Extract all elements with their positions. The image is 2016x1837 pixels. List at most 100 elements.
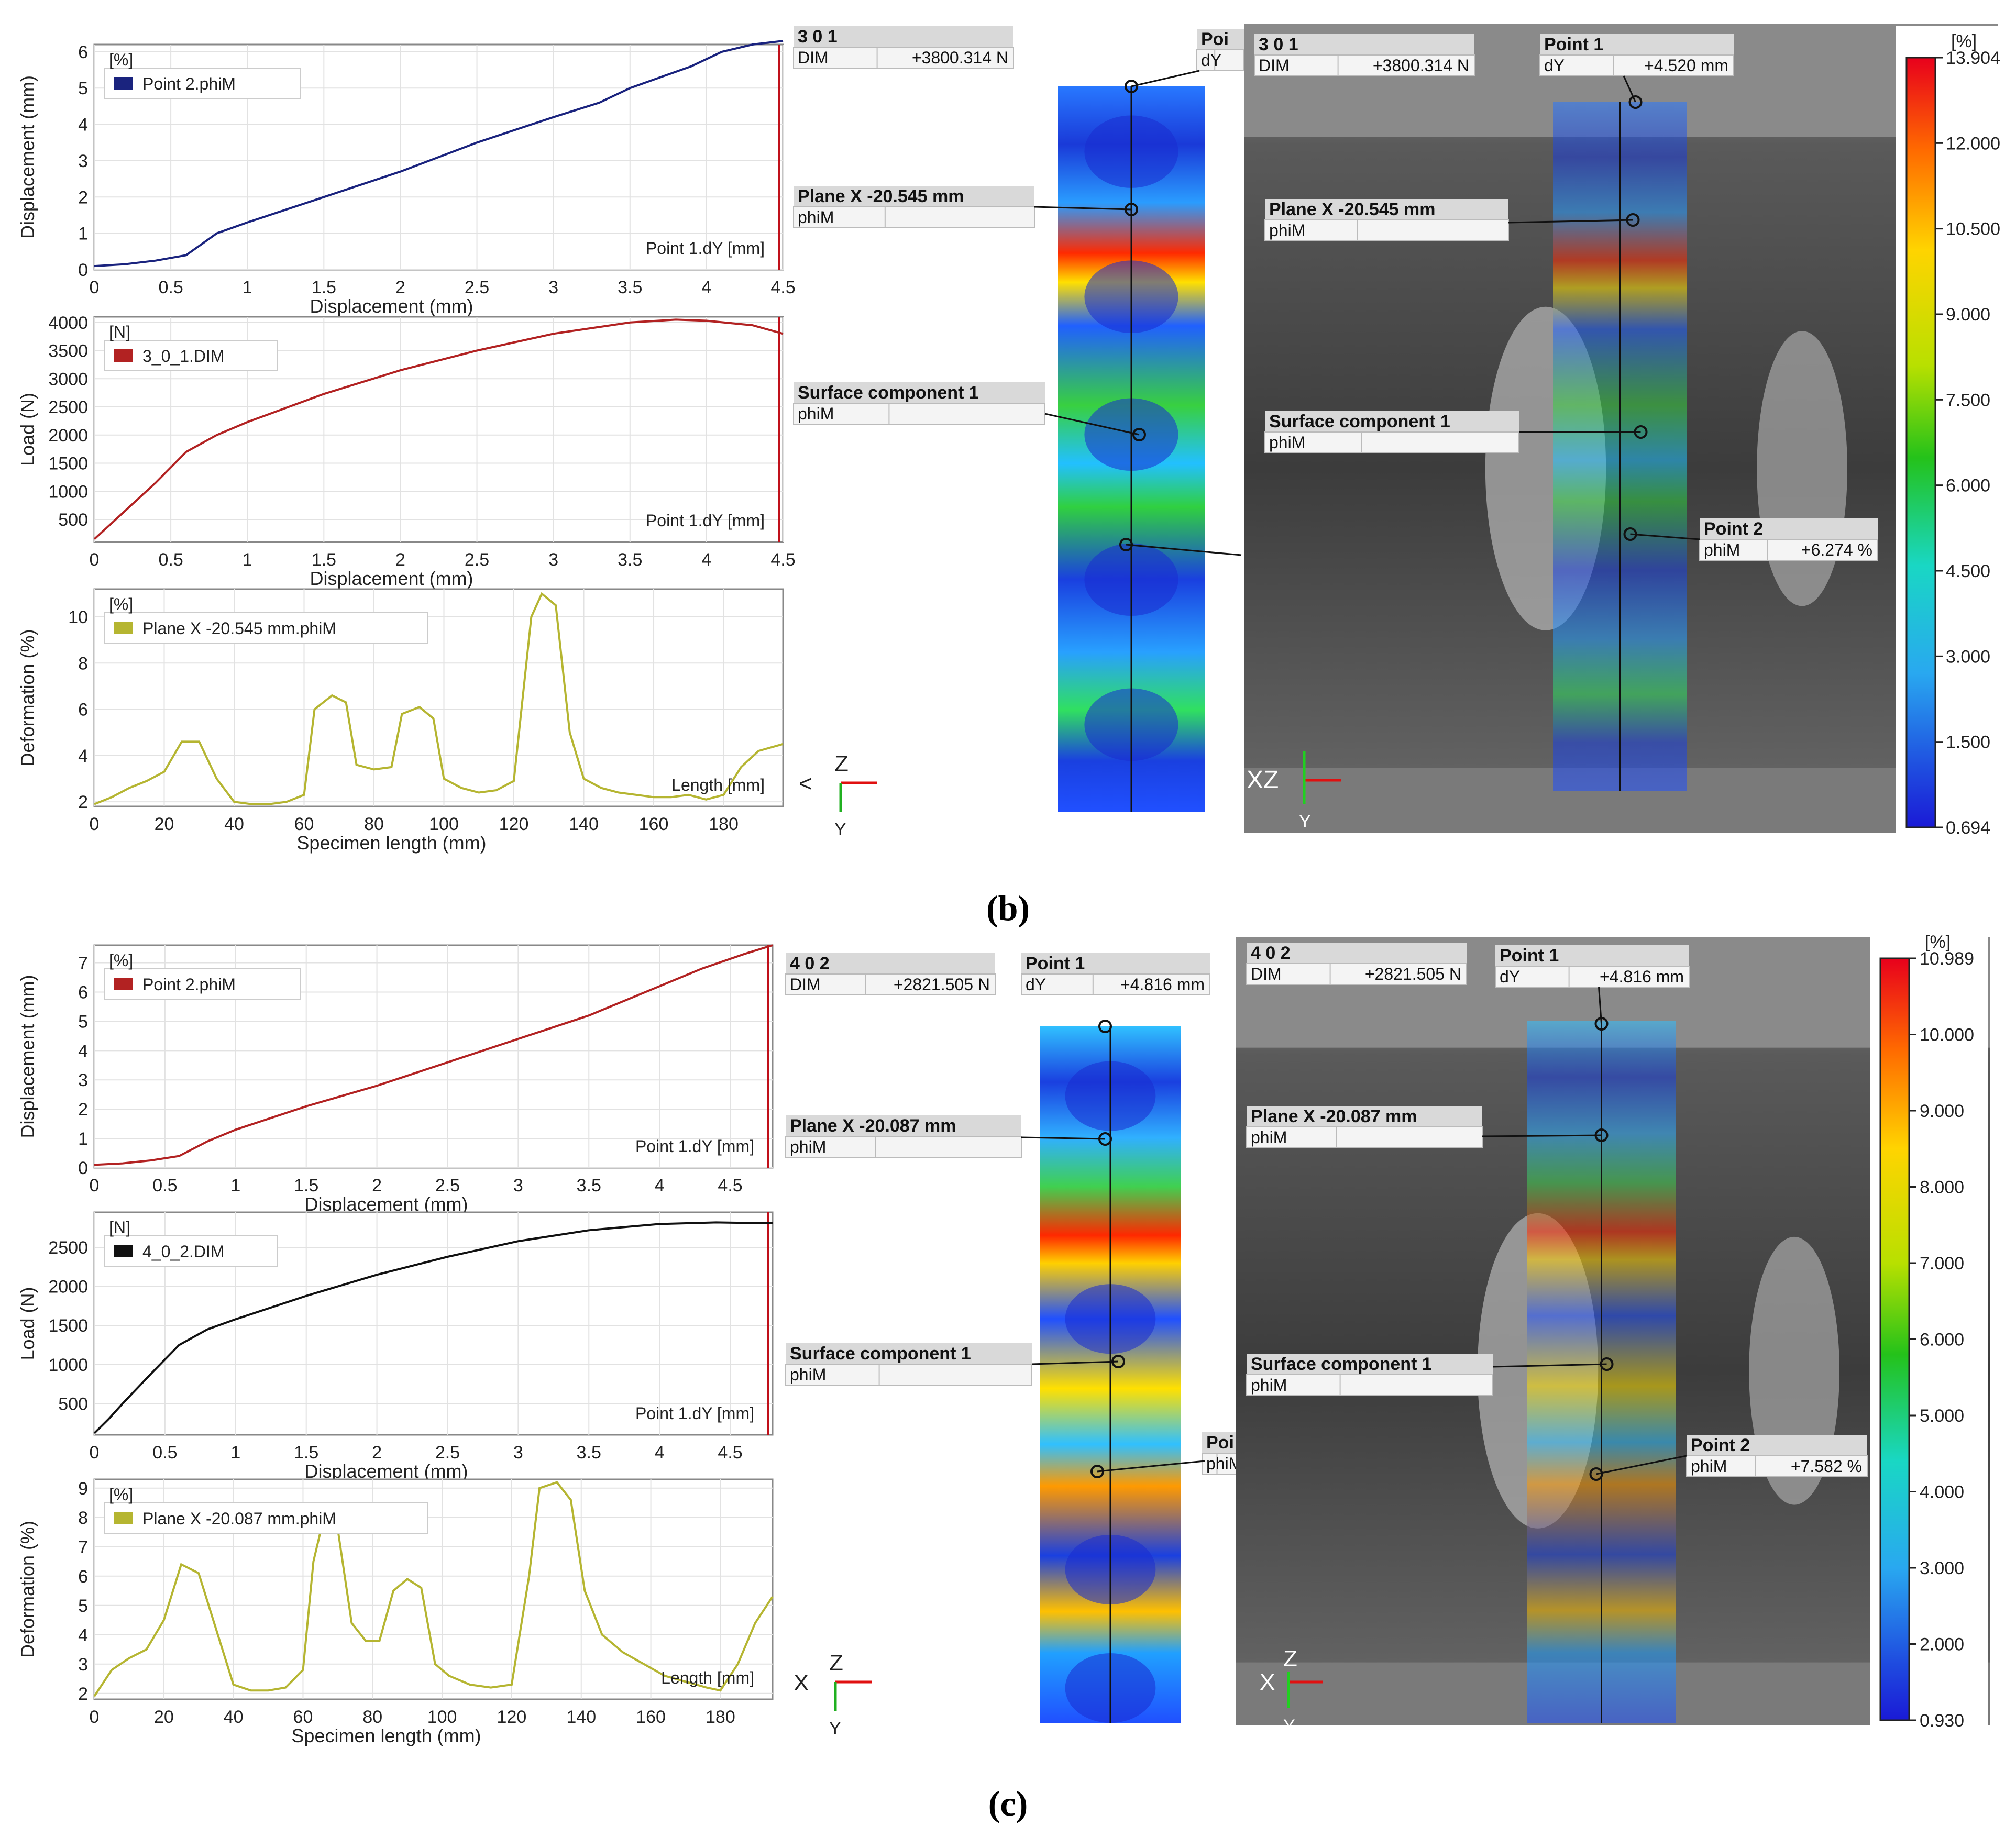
label-key: DIM — [790, 975, 821, 994]
label-header — [1700, 518, 1878, 539]
chart-b-1: 0 0.5 1 1.5 2 2.5 3 3.5 4 4.5 0 1 2 3 4 5 6 Point 2.phiM [… — [17, 40, 796, 317]
colorbar-label: 3.000 — [1946, 647, 1990, 667]
y-tick-label: 1500 — [48, 1316, 88, 1336]
y-axis-label: Displacement (mm) — [17, 975, 38, 1138]
y-tick-label: 4000 — [48, 313, 88, 333]
y-tick-label: 6 — [78, 982, 88, 1002]
colorbar-label: 2.000 — [1920, 1635, 1964, 1655]
y-tick-label: 3000 — [48, 369, 88, 389]
plane-label: Plane X -20.087 mm phiM — [1246, 1106, 1483, 1148]
probe-marker — [1628, 95, 1643, 109]
y-tick-label: 3 — [78, 151, 88, 171]
x-tick-label: 3.5 — [618, 550, 642, 570]
leader-line — [1097, 1460, 1205, 1473]
point1-label: Point 1dY +4.816 mm — [1495, 945, 1690, 988]
label-row — [1021, 973, 1210, 995]
x-tick-label: 140 — [566, 1707, 596, 1727]
series-line — [94, 40, 784, 268]
chart-c-3: 0 20 40 60 80 100 120 140 160 180 2 3 4 5 6 7 8 9 Plane X … — [17, 1478, 774, 1746]
chart-c-2: 0 0.5 1 1.5 2 2.5 3 3.5 4 4.5 500 1000 1500 2000 2500 4… — [17, 1211, 774, 1482]
x-tick-label: 1 — [243, 550, 252, 570]
y-tick-label: 0 — [78, 260, 88, 280]
x-tick-label: 1.5 — [294, 1176, 318, 1196]
y-tick-label: 2000 — [48, 1277, 88, 1297]
label-key: dY — [1500, 967, 1520, 986]
label-key: phiM — [1691, 1457, 1727, 1476]
label-key: phiM — [790, 1137, 826, 1156]
y-axis-label: Load (N) — [17, 1287, 38, 1360]
y-tick-label: 5 — [78, 1596, 88, 1616]
y-tick-label: 4 — [78, 746, 88, 766]
legend-swatch — [114, 622, 133, 634]
legend-label: 3_0_1.DIM — [142, 347, 225, 366]
x-tick-label: 0 — [90, 1443, 100, 1463]
x-tick-label: 3 — [548, 278, 558, 297]
label-header — [794, 382, 1045, 403]
colorbar-label: 0.694 — [1946, 818, 1990, 838]
x-tick-label: 0 — [90, 278, 100, 297]
label-title: Point 2 — [1704, 519, 1763, 539]
dim-label: 3 0 1 DIM +3800.314 N — [1254, 34, 1475, 76]
x-tick-label: 20 — [154, 1707, 174, 1727]
axis-y-label: Y — [1299, 812, 1311, 832]
label-header — [1540, 34, 1734, 55]
x-tick-label: 1.5 — [312, 278, 336, 297]
leader-line — [1034, 206, 1132, 211]
label-title: Point 1 — [1500, 946, 1559, 966]
label-key: DIM — [1259, 56, 1290, 75]
label-title: Surface component 1 — [1269, 412, 1450, 431]
y-tick-label: 1 — [78, 1129, 88, 1149]
x-tick-label: 0 — [90, 814, 100, 834]
label-header — [786, 953, 995, 974]
plane-label: Plane X -20.545 mm phiM — [793, 186, 1035, 228]
y-tick-label: 8 — [78, 1508, 88, 1528]
label-key: phiM — [1269, 433, 1305, 452]
unit-label: [%] — [109, 951, 133, 970]
y-tick-label: 2500 — [48, 1238, 88, 1258]
colorbar-gradient — [1905, 57, 1936, 828]
label-header — [1247, 943, 1467, 964]
label-title: 3 0 1 — [798, 27, 838, 47]
label-row — [1202, 1453, 1242, 1475]
x-tick-label: 3.5 — [577, 1176, 601, 1196]
x-tick-label: 4 — [655, 1176, 665, 1196]
label-row — [1246, 963, 1467, 985]
label-row — [1686, 1455, 1868, 1477]
caption-c: (c) — [988, 1784, 1028, 1823]
series-line — [93, 1481, 774, 1697]
inner-axis-label: Point 1.dY [mm] — [635, 1137, 754, 1156]
label-value: +6.274 % — [1801, 540, 1872, 559]
label-key: phiM — [1704, 540, 1740, 559]
axis-z-label: Z — [834, 751, 849, 777]
axis-x-label: X — [794, 1670, 809, 1696]
label-key: phiM — [798, 208, 834, 227]
strain-field-c: 4 0 2 DIM +2821.505 N Point 1 dY +4.816 mm Pla… — [785, 953, 1242, 1739]
label-title: 3 0 1 — [1259, 35, 1298, 54]
label-row — [785, 1364, 1032, 1386]
x-tick-label: 0 — [90, 550, 100, 570]
unit-label: [N] — [109, 1218, 130, 1237]
y-tick-label: 10 — [68, 607, 88, 627]
y-tick-label: 9 — [78, 1479, 88, 1499]
label-value: +2821.505 N — [894, 975, 990, 994]
label-header — [786, 1115, 1021, 1136]
probe-marker — [1132, 428, 1146, 441]
dim-label: 4 0 2 DIM +2821.505 N — [1246, 943, 1467, 985]
x-tick-label: 180 — [709, 814, 739, 834]
y-tick-label: 2000 — [48, 426, 88, 446]
label-title: 4 0 2 — [1251, 943, 1291, 963]
unit-label: [N] — [109, 323, 130, 341]
label-title: Poi — [1206, 1433, 1234, 1453]
y-axis-label: Load (N) — [17, 393, 38, 466]
colorbar-gradient — [1879, 957, 1910, 1721]
label-row — [1254, 54, 1475, 76]
x-tick-label: 4.5 — [718, 1443, 742, 1463]
unit-label: [%] — [109, 50, 133, 69]
label-row — [793, 206, 1035, 228]
axis-y-label: Y — [1283, 1716, 1295, 1736]
colorbar-label: 10.000 — [1920, 1025, 1974, 1045]
series-line — [93, 318, 784, 540]
inner-axis-label: Point 1.dY [mm] — [635, 1404, 754, 1423]
label-header — [1254, 34, 1474, 55]
x-tick-label: 3 — [513, 1443, 523, 1463]
